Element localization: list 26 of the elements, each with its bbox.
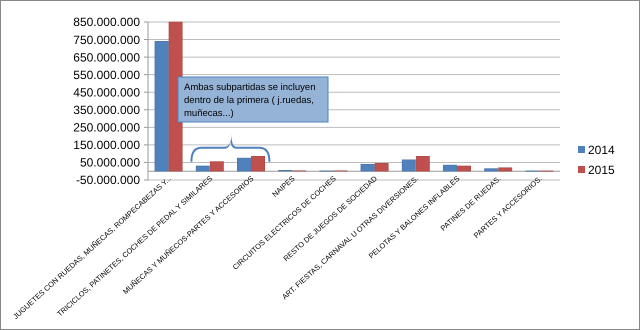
legend-label: 2015 bbox=[588, 163, 616, 178]
bar bbox=[237, 158, 251, 172]
y-tick-label: 750.000.000 bbox=[73, 32, 140, 47]
y-tick-label: -50.000.000 bbox=[76, 173, 140, 188]
bar bbox=[374, 163, 389, 172]
bar bbox=[416, 156, 430, 172]
y-tick-label: 550.000.000 bbox=[73, 68, 140, 82]
y-tick-label: 650.000.000 bbox=[73, 50, 140, 64]
bar bbox=[457, 166, 471, 172]
y-tick-label: 350.000.000 bbox=[73, 102, 140, 117]
bar bbox=[210, 161, 224, 172]
y-tick-label: 250.000.000 bbox=[73, 120, 140, 135]
bar bbox=[443, 164, 457, 172]
bar bbox=[196, 166, 210, 172]
bar bbox=[154, 41, 168, 172]
bar bbox=[498, 167, 512, 172]
legend-label: 2014 bbox=[588, 143, 616, 158]
annotation: Ambas subpartidas se incluyen dentro de la primera ( j.ruedas, muñecas...) bbox=[180, 79, 326, 122]
y-tick-label: 50.000.000 bbox=[80, 156, 140, 170]
bar bbox=[251, 156, 265, 172]
bar bbox=[484, 168, 498, 172]
bar bbox=[402, 160, 416, 172]
y-tick-label: 850.000.000 bbox=[73, 15, 140, 30]
y-tick-label: 450.000.000 bbox=[73, 85, 140, 100]
y-tick-label: 150.000.000 bbox=[73, 138, 140, 152]
bar bbox=[360, 164, 374, 172]
